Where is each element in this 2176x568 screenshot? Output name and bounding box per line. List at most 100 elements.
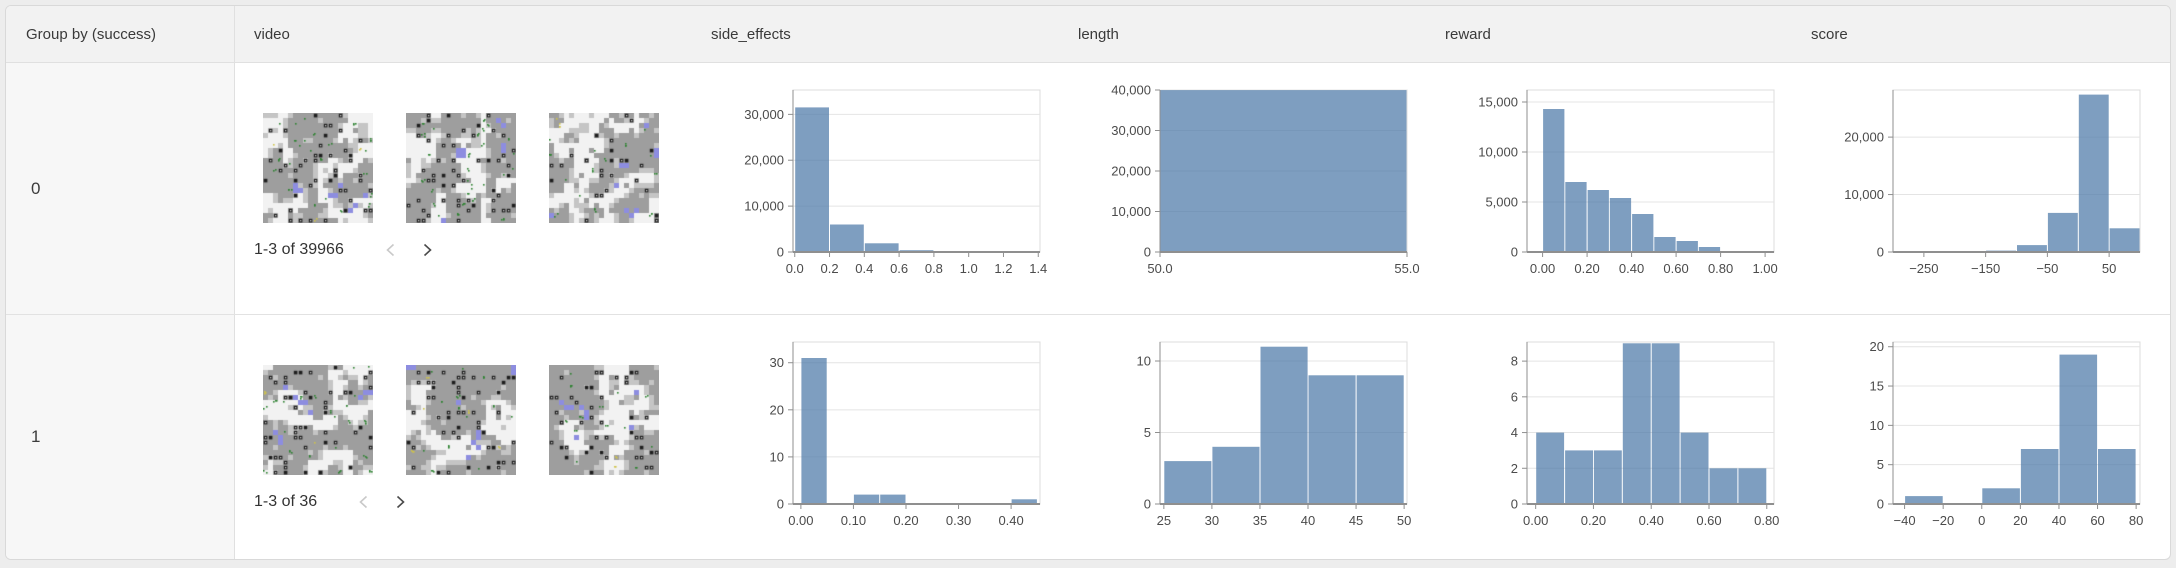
histogram-bar — [1011, 499, 1037, 504]
next-page-icon[interactable] — [416, 239, 438, 261]
histogram-score-group0[interactable]: −250 −150 −50 50 0 10,000 20,000 — [1801, 63, 2170, 314]
svg-text:5: 5 — [1877, 457, 1884, 472]
svg-text:0: 0 — [1511, 497, 1518, 512]
video-thumbnail-strip — [263, 365, 701, 475]
histogram-svg: 50.0 55.0 0 10,000 20,000 30,000 40,000 — [1111, 83, 1419, 277]
svg-text:50.0: 50.0 — [1147, 261, 1172, 276]
histogram-bar — [1565, 182, 1587, 252]
svg-text:1.00: 1.00 — [1752, 261, 1777, 276]
svg-text:25: 25 — [1157, 513, 1171, 528]
svg-text:30: 30 — [1205, 513, 1219, 528]
histogram-bar — [1356, 375, 1404, 504]
column-header-length[interactable]: length — [1078, 25, 1119, 43]
svg-text:50: 50 — [2102, 261, 2116, 276]
histogram-length-group0[interactable]: 50.0 55.0 0 10,000 20,000 30,000 40,000 — [1068, 63, 1435, 314]
histogram-bar — [1698, 247, 1721, 252]
svg-text:0.60: 0.60 — [1696, 513, 1721, 528]
prev-page-icon[interactable] — [380, 239, 402, 261]
svg-text:1.0: 1.0 — [960, 261, 978, 276]
svg-text:20: 20 — [1870, 339, 1884, 354]
svg-text:50: 50 — [1397, 513, 1411, 528]
svg-text:0.00: 0.00 — [1523, 513, 1548, 528]
svg-text:1.4: 1.4 — [1029, 261, 1047, 276]
svg-text:40,000: 40,000 — [1111, 84, 1151, 98]
histogram-bar — [2109, 228, 2140, 252]
video-thumbnail[interactable] — [406, 113, 516, 223]
histogram-bar — [795, 107, 829, 253]
video-thumbnail[interactable] — [263, 113, 373, 223]
table-row-group-1: 1 1-3 of 36 0.00 0.10 0.20 0.30 0.40 0 10 20 30 … — [6, 314, 2170, 559]
pagination-label: 1-3 of 39966 — [254, 241, 344, 258]
histogram-bar — [1308, 375, 1356, 504]
svg-text:0.20: 0.20 — [1574, 261, 1599, 276]
svg-text:40: 40 — [2052, 513, 2066, 528]
svg-text:0: 0 — [777, 497, 784, 512]
video-cell: 1-3 of 36 — [235, 315, 701, 559]
svg-text:0.40: 0.40 — [1639, 513, 1664, 528]
table-header: Group by (success) video side_effects le… — [6, 6, 2170, 63]
svg-text:−20: −20 — [1932, 513, 1954, 528]
histogram-bar — [1651, 343, 1680, 504]
svg-text:0: 0 — [1978, 513, 1985, 528]
histogram-reward-group1[interactable]: 0.00 0.20 0.40 0.60 0.80 0 2 4 6 8 — [1435, 315, 1801, 559]
svg-text:0: 0 — [777, 245, 784, 260]
histogram-reward-group0[interactable]: 0.00 0.20 0.40 0.60 0.80 1.00 0 5,000 10,000 15,0… — [1435, 63, 1801, 314]
svg-text:10: 10 — [1870, 418, 1884, 433]
table-row-group-0: 0 1-3 of 39966 0.0 0.2 0.4 0.6 0.8 1.0 1.2 1.4 0… — [6, 63, 2170, 314]
svg-text:4: 4 — [1511, 425, 1518, 440]
histogram-bar — [1565, 450, 1593, 504]
column-header-reward[interactable]: reward — [1445, 25, 1491, 43]
histogram-bar — [1543, 109, 1565, 252]
column-header-score[interactable]: score — [1811, 25, 1848, 43]
next-page-icon[interactable] — [389, 491, 411, 513]
svg-text:20: 20 — [2013, 513, 2027, 528]
svg-text:35: 35 — [1253, 513, 1267, 528]
svg-text:0.4: 0.4 — [855, 261, 873, 276]
svg-text:0: 0 — [1877, 497, 1884, 512]
histogram-side-effects-group0[interactable]: 0.0 0.2 0.4 0.6 0.8 1.0 1.2 1.4 0 10,000 20,000 30,… — [701, 63, 1068, 314]
svg-text:0.0: 0.0 — [786, 261, 804, 276]
histogram-bar — [2020, 449, 2059, 504]
svg-text:20,000: 20,000 — [1111, 164, 1151, 179]
histogram-bar — [1676, 241, 1698, 252]
histogram-bar — [2098, 449, 2136, 504]
svg-text:0.40: 0.40 — [1619, 261, 1644, 276]
histogram-svg: 0.00 0.20 0.40 0.60 0.80 0 2 4 6 8 — [1511, 341, 1779, 528]
video-thumbnail[interactable] — [263, 365, 373, 475]
svg-text:0: 0 — [1144, 245, 1151, 260]
video-thumbnail[interactable] — [549, 365, 659, 475]
svg-text:20,000: 20,000 — [1844, 130, 1884, 145]
column-header-video[interactable]: video — [254, 25, 290, 43]
svg-text:0.00: 0.00 — [1530, 261, 1555, 276]
histogram-bar — [1212, 446, 1260, 504]
histogram-length-group1[interactable]: 25 30 35 40 45 50 0 5 10 — [1068, 315, 1435, 559]
svg-text:5: 5 — [1144, 425, 1151, 440]
histogram-score-group1[interactable]: −40 −20 0 20 40 60 80 0 5 10 15 20 — [1801, 315, 2170, 559]
histogram-bar — [1587, 190, 1609, 252]
histogram-bar — [2017, 245, 2047, 252]
histogram-side-effects-group1[interactable]: 0.00 0.10 0.20 0.30 0.40 0 10 20 30 — [701, 315, 1068, 559]
svg-text:0.00: 0.00 — [788, 513, 813, 528]
histogram-bar — [1609, 198, 1632, 252]
histogram-bar — [1632, 214, 1654, 252]
histogram-bar — [1982, 488, 2020, 504]
video-thumbnail[interactable] — [549, 113, 659, 223]
histogram-svg: −40 −20 0 20 40 60 80 0 5 10 15 20 — [1870, 339, 2144, 528]
histogram-bar — [830, 224, 864, 252]
svg-text:10,000: 10,000 — [744, 199, 784, 214]
prev-page-icon[interactable] — [353, 491, 375, 513]
svg-text:0.6: 0.6 — [890, 261, 908, 276]
pagination-label: 1-3 of 36 — [254, 493, 318, 510]
histogram-bar — [1680, 432, 1709, 504]
svg-text:2: 2 — [1511, 461, 1518, 476]
video-thumbnail[interactable] — [406, 365, 516, 475]
column-header-side-effects[interactable]: side_effects — [711, 25, 791, 43]
svg-text:30: 30 — [770, 355, 784, 370]
svg-text:10,000: 10,000 — [1478, 145, 1518, 160]
svg-text:55.0: 55.0 — [1394, 261, 1419, 276]
column-header-group-by[interactable]: Group by (success) — [6, 6, 235, 62]
svg-text:15,000: 15,000 — [1478, 95, 1518, 110]
svg-text:20: 20 — [770, 402, 784, 417]
group-key-cell: 1 — [6, 315, 235, 559]
